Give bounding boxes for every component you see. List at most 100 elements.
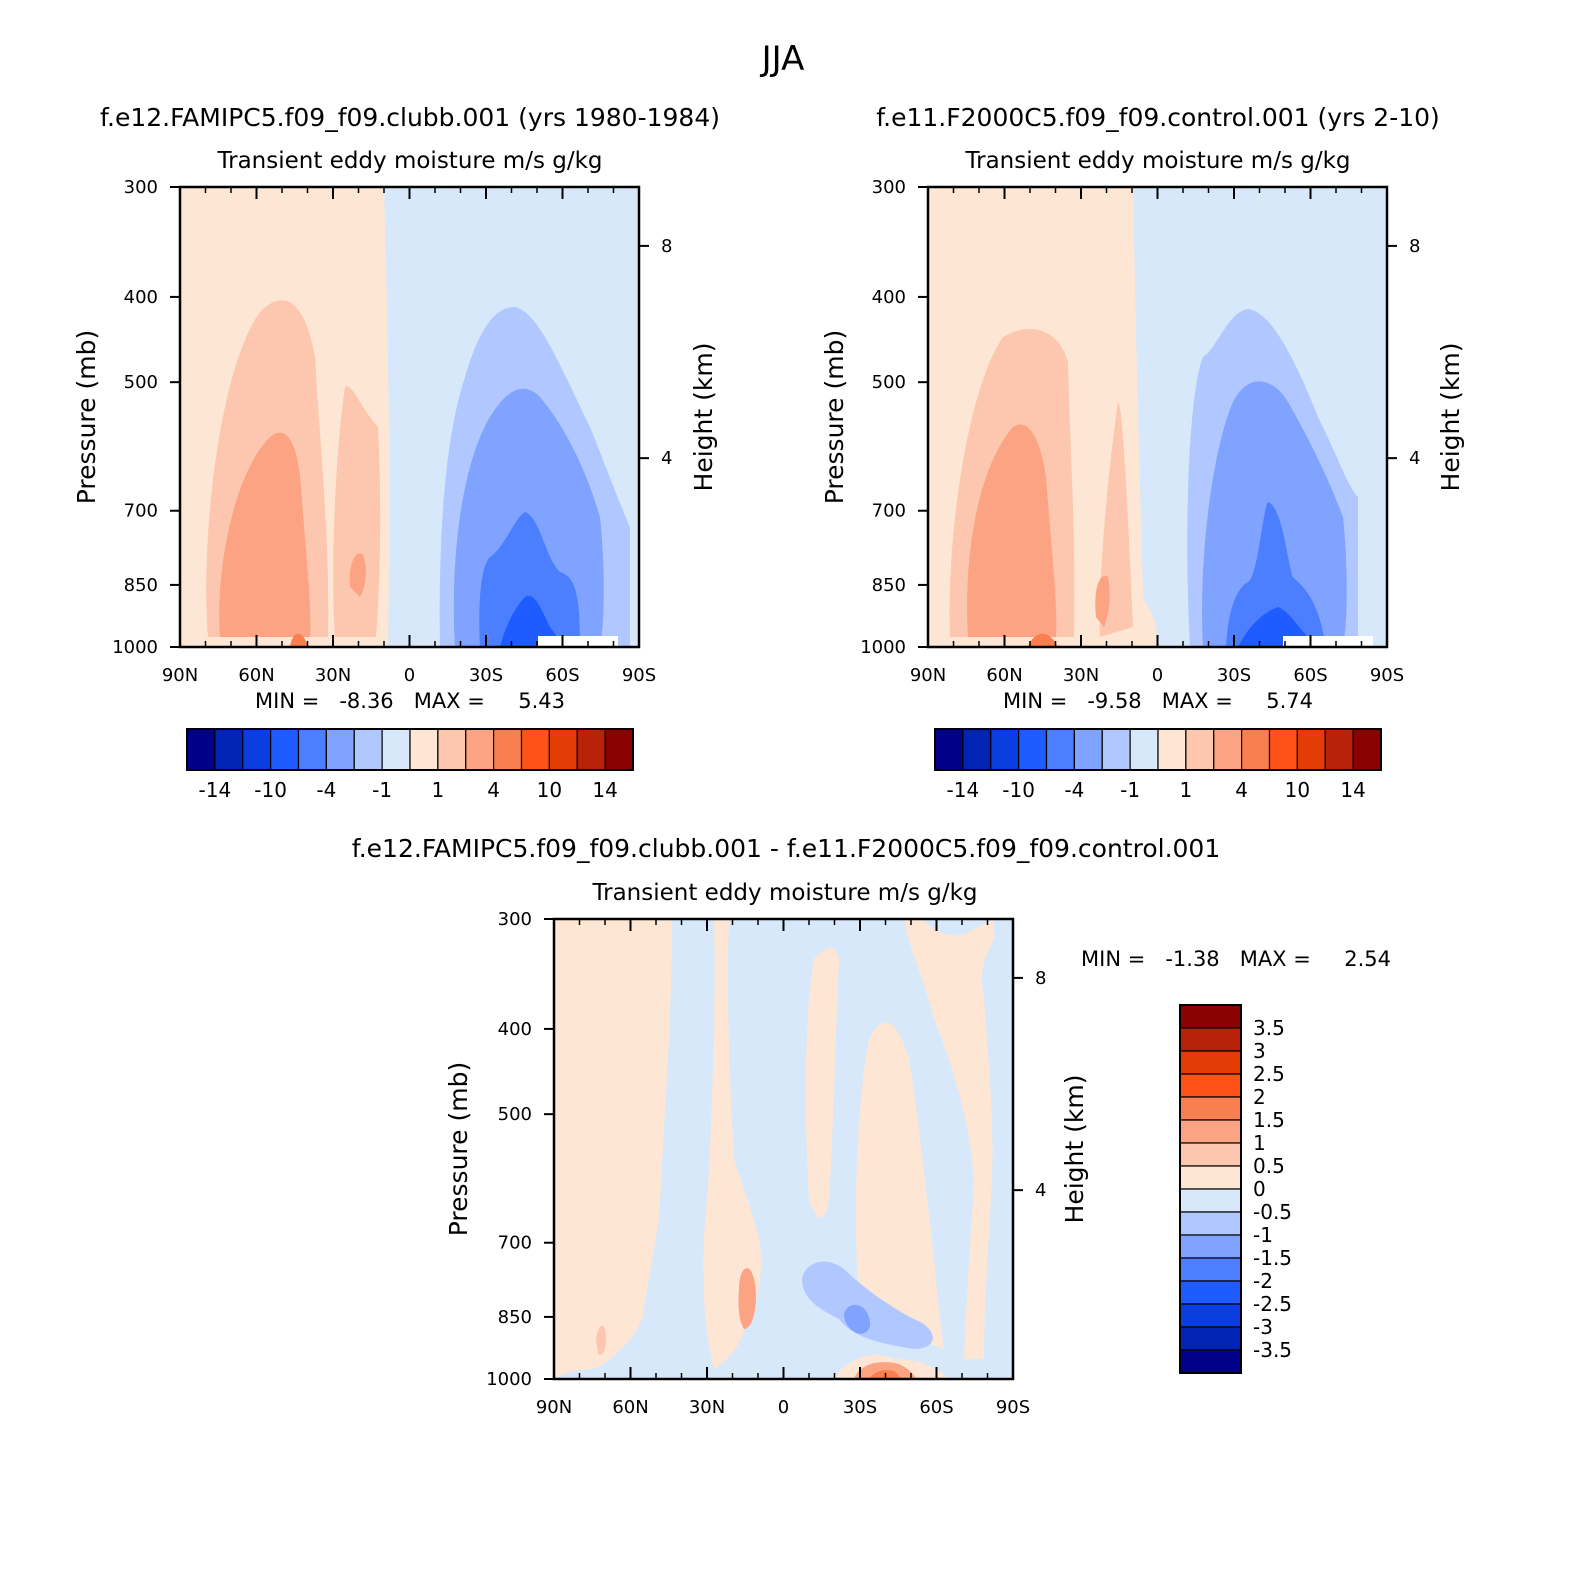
colorbar-swatch [214,728,244,771]
colorbar-swatch [1296,728,1326,771]
colorbar-label: -3 [1253,1315,1273,1339]
colorbar-swatch [381,728,411,771]
x-tick-label: 90N [910,665,946,686]
y-axis-label: Pressure (mb) [444,1062,473,1236]
colorbar-swatch [1179,1004,1242,1029]
x-tick-label: 90S [1370,665,1404,686]
y2-tick-label: 8 [661,236,672,257]
x-tick-label: 90N [162,665,198,686]
x-tick-label: 60S [919,1397,953,1418]
colorbar-swatch [962,728,992,771]
colorbar-swatch [1268,728,1298,771]
colorbar-label: -3.5 [1253,1338,1292,1362]
missing-data [1283,636,1373,647]
x-tick-label: 30S [1217,665,1251,686]
y-tick-label: 400 [498,1019,532,1040]
panel-a-subtitle: Transient eddy moisture m/s g/kg [216,148,602,174]
colorbar-swatch [1179,1234,1242,1259]
colorbar-label: 2 [1253,1085,1266,1109]
colorbar-swatch [1073,728,1103,771]
y2-tick-label: 4 [1409,448,1420,469]
colorbar-swatch [437,728,467,771]
panel-c-title: f.e12.FAMIPC5.f09_f09.clubb.001 - f.e11.… [352,834,1220,863]
contour-fill [802,1261,933,1349]
colorbar-swatch [1213,728,1243,771]
y2-tick-label: 4 [661,448,672,469]
colorbar-frame [186,728,634,771]
contour-fill [219,432,311,637]
colorbar-swatch [1179,1073,1242,1098]
colorbar-label: -4 [1064,778,1084,802]
colorbar-label: 1 [1180,778,1193,802]
colorbar-frame [934,728,1382,771]
colorbar-label: 0.5 [1253,1154,1285,1178]
contour-fill [856,1022,944,1349]
colorbar-label: 0 [1253,1177,1266,1201]
panel-c-subtitle: Transient eddy moisture m/s g/kg [591,880,977,906]
contour-fill [1028,633,1058,647]
missing-data [538,636,618,647]
x-tick-label: 30N [689,1397,725,1418]
colorbar-swatch [493,728,523,771]
colorbar-swatch [1179,1257,1242,1282]
colorbar-swatch [1179,1142,1242,1167]
contour-fill [805,947,839,1218]
x-tick-label: 0 [778,1397,789,1418]
contour-fill [967,424,1057,637]
contour-fill [869,1370,900,1379]
colorbar-label: -1 [1253,1223,1273,1247]
contour-fill [1095,576,1110,627]
colorbar-swatch [1045,728,1075,771]
x-tick-label: 60N [612,1397,648,1418]
contour-fill [703,919,761,1369]
y-tick-label: 850 [498,1307,532,1328]
colorbar-label: -10 [1002,778,1035,802]
colorbar-swatch [1179,1096,1242,1121]
colorbar-label: 3 [1253,1039,1266,1063]
colorbar-swatch [576,728,606,771]
contour-fill [1226,502,1326,647]
y-tick-label: 400 [872,287,906,308]
contour-fill [554,919,672,1379]
colorbar-swatch [520,728,550,771]
colorbar-label: -14 [199,778,232,802]
y-tick-label: 850 [872,575,906,596]
y-axis-label: Pressure (mb) [72,330,101,504]
panel-a-title: f.e12.FAMIPC5.f09_f09.clubb.001 (yrs 198… [100,103,720,132]
y-tick-label: 300 [124,177,158,198]
x-tick-label: 30N [1063,665,1099,686]
y-tick-label: 500 [872,372,906,393]
y-tick-label: 850 [124,575,158,596]
colorbar-swatch [297,728,327,771]
colorbar-swatch [465,728,495,771]
colorbar-swatch [1179,1165,1242,1190]
colorbar-label: 2.5 [1253,1062,1285,1086]
x-tick-label: 60N [238,665,274,686]
x-tick-label: 30S [469,665,503,686]
y-tick-label: 1000 [486,1369,532,1390]
colorbar-swatch [1179,1188,1242,1213]
y-tick-label: 1000 [860,637,906,658]
colorbar-label: 10 [1285,778,1310,802]
x-tick-label: 90S [996,1397,1030,1418]
y2-tick-label: 4 [1035,1180,1046,1201]
y-tick-label: 500 [124,372,158,393]
panel-c-plot-area: 90N 60N 30N 0 30S 60S 90S 300 400 500 700 850 1000 8 4 [486,909,1046,1418]
y2-axis-label: Height (km) [1436,343,1465,492]
y2-axis-label: Height (km) [1060,1075,1089,1224]
colorbar-label: 1 [432,778,445,802]
colorbar-swatch [1129,728,1159,771]
x-tick-label: 90N [536,1397,572,1418]
x-tick-label: 30S [843,1397,877,1418]
contour-fill [596,1325,606,1355]
colorbar-swatch [409,728,439,771]
y2-tick-label: 8 [1035,968,1046,989]
panel-a-plot-area: 90N 60N 30N 0 30S 60S 90S 300 400 500 700 850 1000 8 4 [112,177,672,686]
colorbar-frame [1179,1004,1242,1374]
panel-b-colorbar: -14 -10 -4 -1 1 4 10 14 [934,728,1382,802]
contour-fill [738,1268,756,1329]
panel-a-colorbar: -14 -10 -4 -1 1 4 10 14 [186,728,634,802]
colorbar-swatch [1324,728,1354,771]
panel-b-plot-area: 90N 60N 30N 0 30S 60S 90S 300 400 500 700 850 1000 8 4 [860,177,1420,686]
